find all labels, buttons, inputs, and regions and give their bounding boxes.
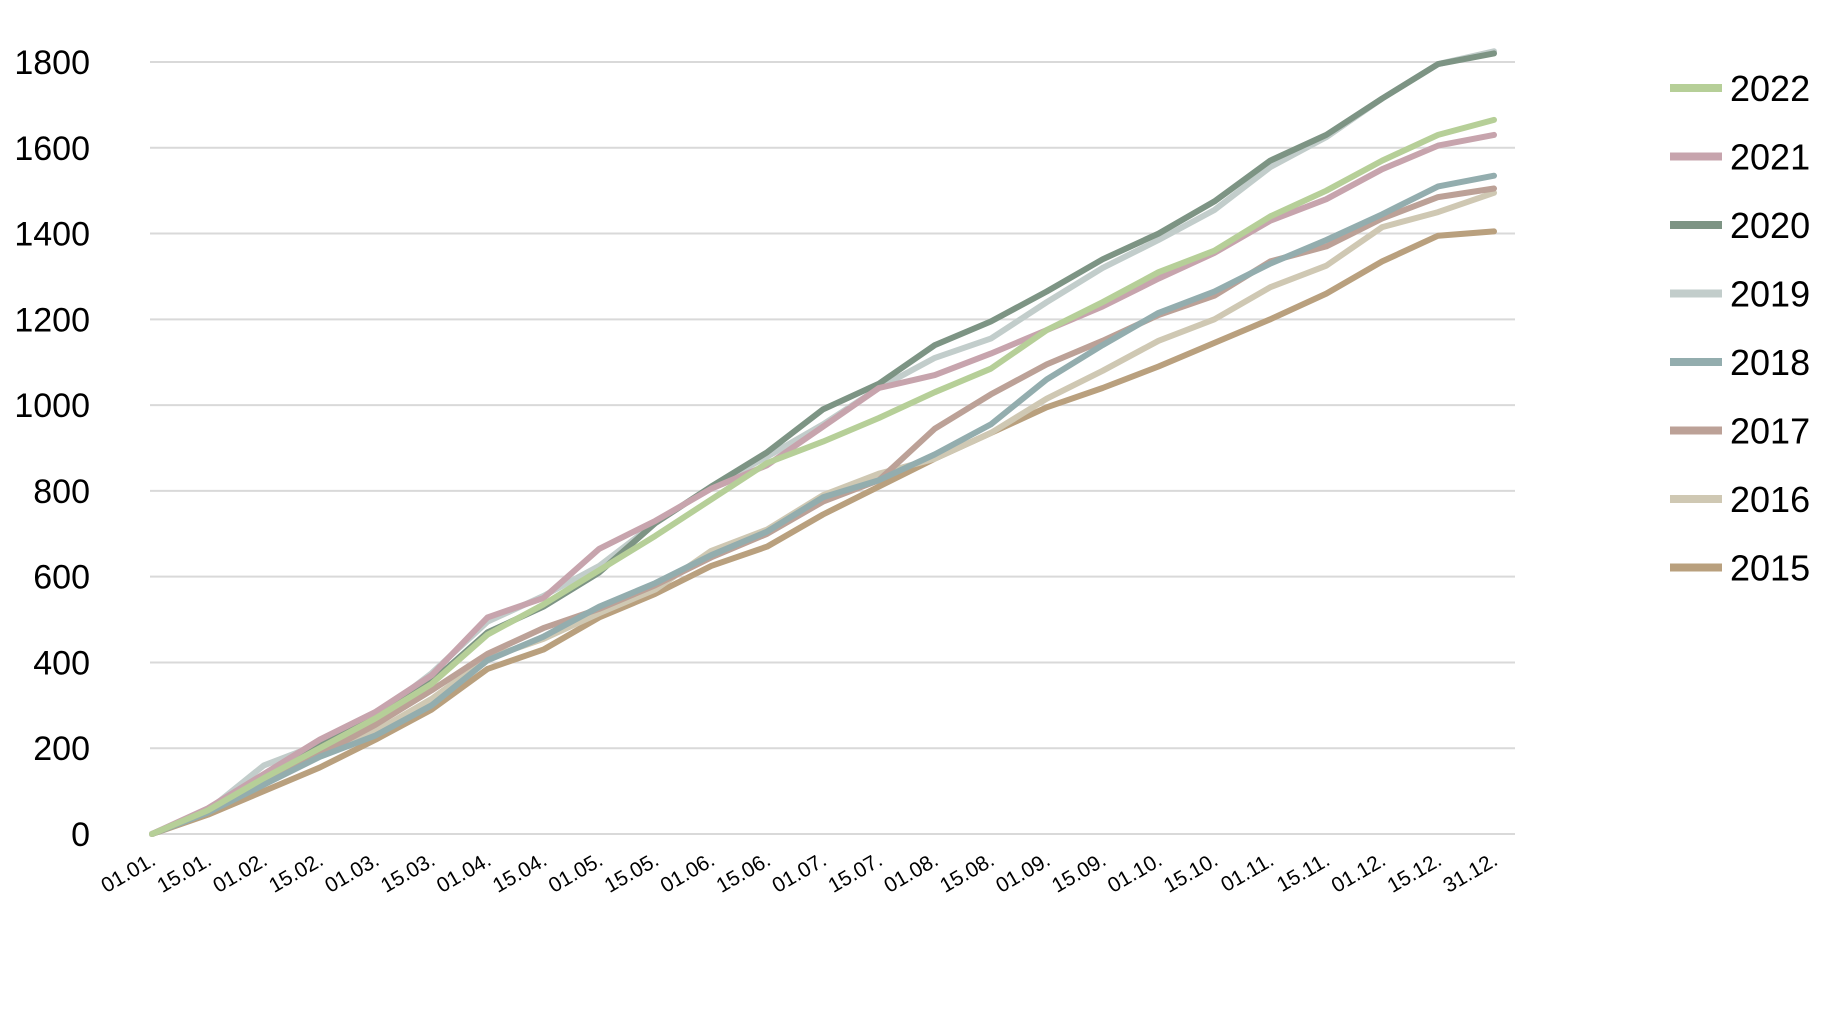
legend-label: 2020 — [1730, 205, 1810, 246]
y-tick-label: 1800 — [14, 44, 90, 82]
series-line-2022 — [149, 116, 1497, 837]
x-tick-label: 15.07. — [824, 848, 886, 897]
y-tick-label: 200 — [33, 730, 90, 768]
series-lines — [149, 48, 1497, 837]
y-tick-label: 800 — [33, 473, 90, 511]
x-tick-label: 01.02. — [209, 848, 271, 897]
x-tick-label: 01.12. — [1328, 848, 1390, 897]
x-tick-label: 01.01. — [97, 848, 159, 897]
y-axis-ticks: 0 200 400 600 800 1000 1200 1400 1600 1800 — [14, 44, 90, 854]
legend-label: 2018 — [1730, 342, 1810, 383]
legend-label: 2019 — [1730, 274, 1810, 315]
x-tick-label: 15.11. — [1273, 848, 1334, 896]
x-tick-label: 01.07. — [768, 848, 830, 897]
x-tick-label: 15.02. — [265, 848, 327, 897]
x-tick-label: 01.04. — [433, 848, 495, 897]
x-tick-label: 15.12. — [1384, 848, 1446, 897]
y-tick-label: 1600 — [14, 130, 90, 168]
x-tick-label: 31.12. — [1439, 848, 1501, 897]
x-tick-label: 15.01. — [153, 848, 215, 897]
gridlines — [150, 61, 1515, 835]
x-tick-label: 01.09. — [992, 848, 1054, 897]
x-tick-label: 15.09. — [1048, 848, 1110, 897]
y-tick-label: 1000 — [14, 387, 90, 425]
x-axis-ticks: 01.01.15.01.01.02.15.02.01.03.15.03.01.0… — [97, 848, 1501, 897]
series-line-2018 — [149, 172, 1497, 837]
legend-label: 2015 — [1730, 548, 1810, 589]
y-tick-label: 1400 — [14, 216, 90, 254]
x-tick-label: 15.03. — [377, 848, 439, 897]
x-tick-label: 15.06. — [713, 848, 775, 897]
y-tick-label: 400 — [33, 644, 90, 682]
x-tick-label: 15.05. — [601, 848, 663, 897]
legend-label: 2017 — [1730, 411, 1810, 452]
x-tick-label: 15.08. — [936, 848, 998, 897]
legend-label: 2022 — [1730, 68, 1810, 109]
x-tick-label: 15.10. — [1160, 848, 1222, 897]
series-line-2021 — [149, 131, 1497, 837]
y-tick-label: 0 — [71, 816, 90, 854]
y-tick-label: 600 — [33, 559, 90, 597]
legend-label: 2021 — [1730, 137, 1810, 178]
series-line-2015 — [149, 228, 1497, 837]
legend-label: 2016 — [1730, 479, 1810, 520]
x-tick-label: 01.03. — [321, 848, 383, 897]
legend: 2022 2021 2020 2019 2018 2017 2016 2015 — [1670, 68, 1810, 589]
x-tick-label: 01.05. — [545, 848, 607, 897]
x-tick-label: 01.11. — [1217, 848, 1278, 896]
x-tick-label: 15.04. — [489, 848, 551, 897]
y-tick-label: 1200 — [14, 301, 90, 339]
x-tick-label: 01.08. — [880, 848, 942, 897]
x-tick-label: 01.06. — [657, 848, 719, 897]
x-tick-label: 01.10. — [1104, 848, 1166, 897]
